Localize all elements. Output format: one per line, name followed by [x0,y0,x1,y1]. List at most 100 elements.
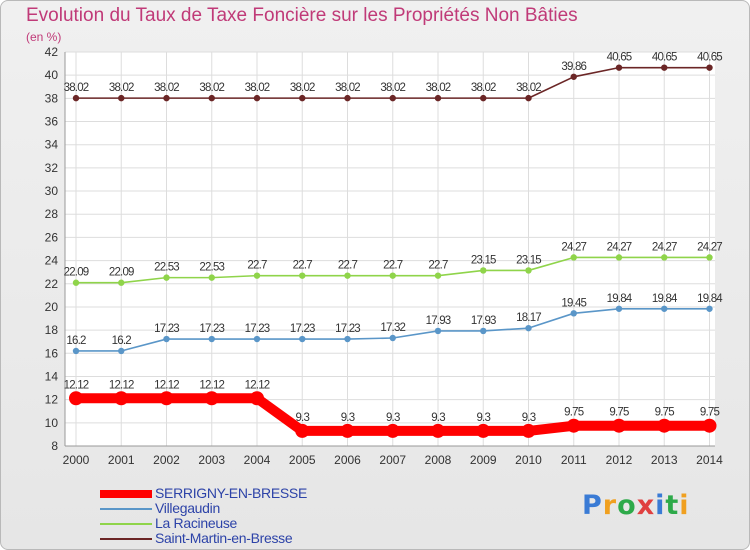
data-label: 9.3 [295,412,309,424]
data-point [69,391,83,406]
data-point [114,391,129,406]
data-label: 24.27 [652,241,677,253]
data-label: 38.02 [335,82,360,94]
data-label: 38.02 [516,82,541,94]
data-point [163,335,170,343]
data-point [340,423,355,438]
data-label: 17.32 [380,322,405,334]
data-label: 40.65 [607,52,632,64]
data-point [615,305,623,312]
data-label: 12.12 [245,379,270,391]
data-point [389,334,396,342]
data-label: 18.17 [516,312,541,324]
data-label: 12.12 [109,379,134,391]
x-tick-label: 2006 [334,453,361,467]
data-point [299,94,306,102]
data-label: 19.45 [561,297,586,309]
data-label: 9.3 [522,412,536,424]
data-point [661,64,668,71]
data-point [657,418,672,433]
data-label: 9.3 [431,412,445,424]
data-label: 12.12 [64,379,89,391]
legend-label: Villegaudin [155,500,220,516]
y-tick-label: 40 [45,68,59,82]
data-label: 16.2 [112,335,132,347]
data-label: 17.23 [335,323,360,335]
data-label: 9.75 [655,407,675,419]
data-point [159,391,174,406]
data-label: 24.27 [561,241,586,253]
x-tick-label: 2003 [198,453,225,467]
x-tick-label: 2011 [561,453,587,467]
data-label: 17.93 [426,315,451,327]
y-tick-label: 24 [45,254,59,268]
data-point [208,335,215,343]
data-label: 38.02 [471,82,496,94]
x-tick-label: 2014 [696,453,723,467]
data-label: 19.84 [652,293,678,305]
data-label: 22.7 [383,260,403,272]
data-point [299,272,306,279]
data-label: 38.02 [64,82,89,94]
data-point [661,254,668,261]
data-point [295,423,310,438]
data-point [570,73,577,80]
data-label: 22.09 [109,267,134,279]
data-point [118,94,125,102]
data-label: 40.65 [652,52,677,64]
data-label: 22.7 [293,260,313,272]
data-label: 38.02 [109,82,134,94]
data-point [480,267,487,274]
data-label: 19.84 [697,293,723,305]
data-point [72,94,80,102]
y-tick-label: 14 [45,369,59,383]
data-point [480,94,487,102]
data-point [480,327,487,335]
data-label: 9.75 [609,407,629,419]
y-tick-label: 18 [45,323,59,337]
data-point [706,305,713,312]
data-label: 22.53 [199,262,224,274]
data-label: 23.15 [516,254,541,266]
data-label: 17.23 [199,323,224,335]
data-point [570,254,577,261]
data-label: 38.02 [154,82,179,94]
data-label: 22.7 [428,260,448,272]
y-tick-label: 12 [45,393,59,407]
y-tick-label: 22 [45,277,59,291]
data-label: 22.09 [64,267,89,279]
data-point [434,94,442,102]
data-label: 16.2 [66,335,86,347]
data-point [253,94,261,102]
data-point [344,94,351,102]
data-point [72,347,80,355]
legend-label: SERRIGNY-EN-BRESSE [155,485,308,501]
data-point [615,254,623,261]
data-label: 38.02 [245,82,270,94]
y-tick-label: 28 [45,207,59,221]
data-point [476,423,491,438]
logo-letter: r [602,490,618,521]
data-label: 9.75 [700,407,720,419]
proxiti-logo: Proxiti [582,490,690,521]
legend-swatch [100,523,152,525]
x-tick-label: 2000 [63,453,90,467]
y-tick-label: 32 [45,161,59,175]
logo-letter: P [582,490,603,521]
x-tick-label: 2009 [470,453,497,467]
y-tick-label: 42 [45,45,59,59]
y-tick-label: 30 [45,184,59,198]
data-point [163,274,170,281]
data-label: 19.84 [607,293,633,305]
data-label: 17.23 [154,323,179,335]
data-point [163,94,170,102]
data-point [521,423,536,438]
data-label: 23.15 [471,254,496,266]
data-point [389,272,396,279]
data-point [702,418,717,433]
logo-letter: i [655,490,666,521]
x-tick-label: 2007 [379,453,406,467]
plot-area [65,52,715,446]
data-point [566,418,581,433]
logo-letter: i [679,490,690,521]
